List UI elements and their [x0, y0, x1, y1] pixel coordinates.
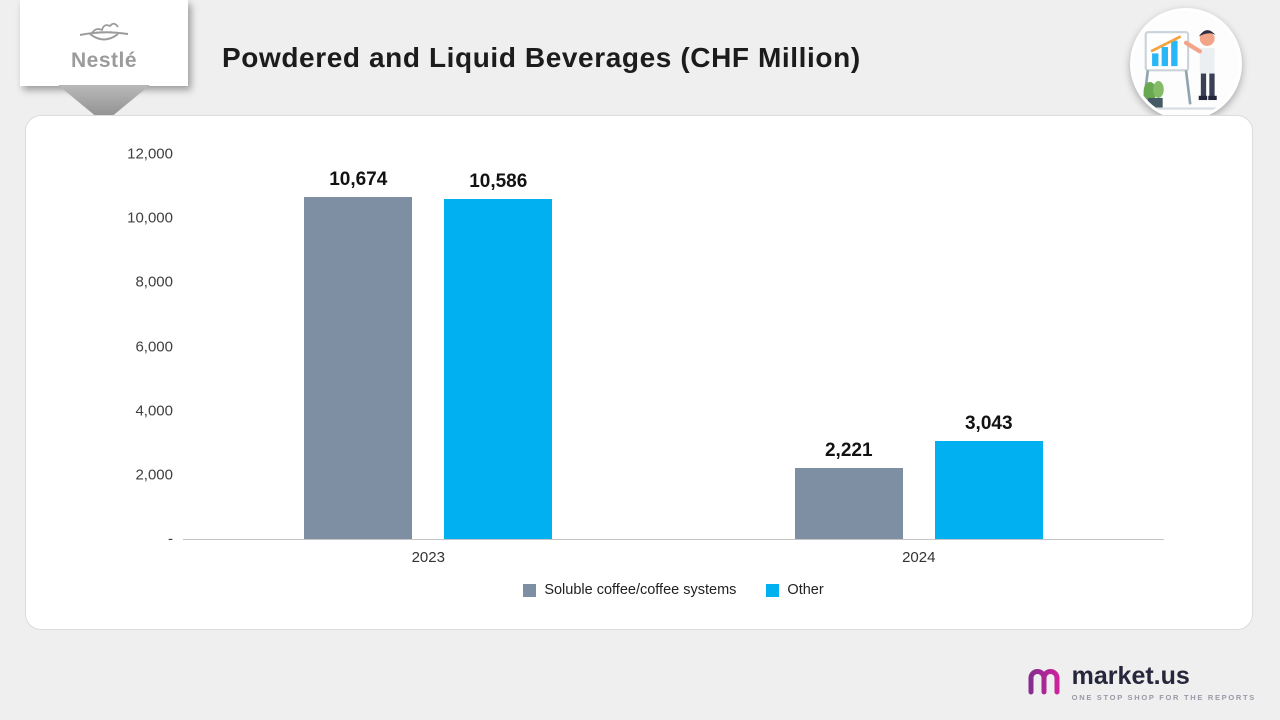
legend-label: Other	[787, 582, 824, 598]
legend-item: Soluble coffee/coffee systems	[523, 582, 736, 598]
bar-soluble-coffee-coffee-systems	[794, 467, 903, 539]
legend-item: Other	[766, 582, 824, 598]
y-tick-label: 10,000	[127, 209, 173, 227]
bar-group-2023: 10,674 10,586	[183, 154, 674, 539]
plot-area: 10,674 10,586 2,221 3,043	[183, 154, 1164, 540]
x-axis: 2023 2024	[183, 540, 1164, 566]
y-tick-label: -	[168, 530, 173, 548]
nestle-logo-box: Nestlé	[20, 0, 188, 86]
chart-title: Powdered and Liquid Beverages (CHF Milli…	[222, 42, 861, 73]
presentation-illustration-pin	[1130, 8, 1242, 138]
x-tick-label: 2024	[902, 549, 936, 566]
bar-value-label: 3,043	[964, 413, 1013, 435]
y-tick-label: 12,000	[127, 145, 173, 163]
y-axis: - 2,000 4,000 6,000 8,000 10,000 12,000	[111, 146, 183, 548]
y-tick-label: 2,000	[135, 466, 173, 484]
y-tick-label: 8,000	[135, 273, 173, 291]
bar-column: 10,586	[444, 154, 553, 539]
y-tick-label: 4,000	[135, 402, 173, 420]
bar-column: 10,674	[304, 154, 413, 539]
bar-column: 2,221	[794, 154, 903, 539]
bar-group-2024: 2,221 3,043	[674, 154, 1165, 539]
marketus-tagline: ONE STOP SHOP FOR THE REPORTS	[1071, 693, 1256, 702]
y-tick-label: 6,000	[135, 338, 173, 355]
presentation-illustration-icon	[1130, 8, 1242, 120]
bar-column: 3,043	[934, 154, 1043, 539]
x-tick-label: 2023	[411, 549, 445, 566]
legend-swatch	[766, 583, 780, 597]
bar-soluble-coffee-coffee-systems	[304, 196, 413, 539]
legend-swatch	[523, 583, 537, 597]
marketus-wordmark: market.us	[1071, 662, 1190, 690]
nestle-logo-badge: Nestlé	[20, 0, 190, 123]
marketus-mark-icon	[1026, 665, 1062, 702]
nestle-nest-icon	[76, 13, 132, 48]
bar-value-label: 2,221	[824, 439, 873, 461]
bar-value-label: 10,586	[469, 171, 528, 193]
chart-card: - 2,000 4,000 6,000 8,000 10,000 12,000 10,674…	[25, 115, 1253, 630]
marketus-logo: market.us ONE STOP SHOP FOR THE REPORTS	[1026, 664, 1256, 702]
bar-chart: - 2,000 4,000 6,000 8,000 10,000 12,000 10,674…	[111, 146, 1164, 598]
legend-label: Soluble coffee/coffee systems	[544, 582, 737, 598]
nestle-wordmark: Nestlé	[70, 49, 138, 72]
legend: Soluble coffee/coffee systems Other	[183, 582, 1164, 598]
bar-other	[444, 199, 553, 539]
bar-value-label: 10,674	[329, 168, 388, 190]
bar-other	[934, 441, 1043, 539]
